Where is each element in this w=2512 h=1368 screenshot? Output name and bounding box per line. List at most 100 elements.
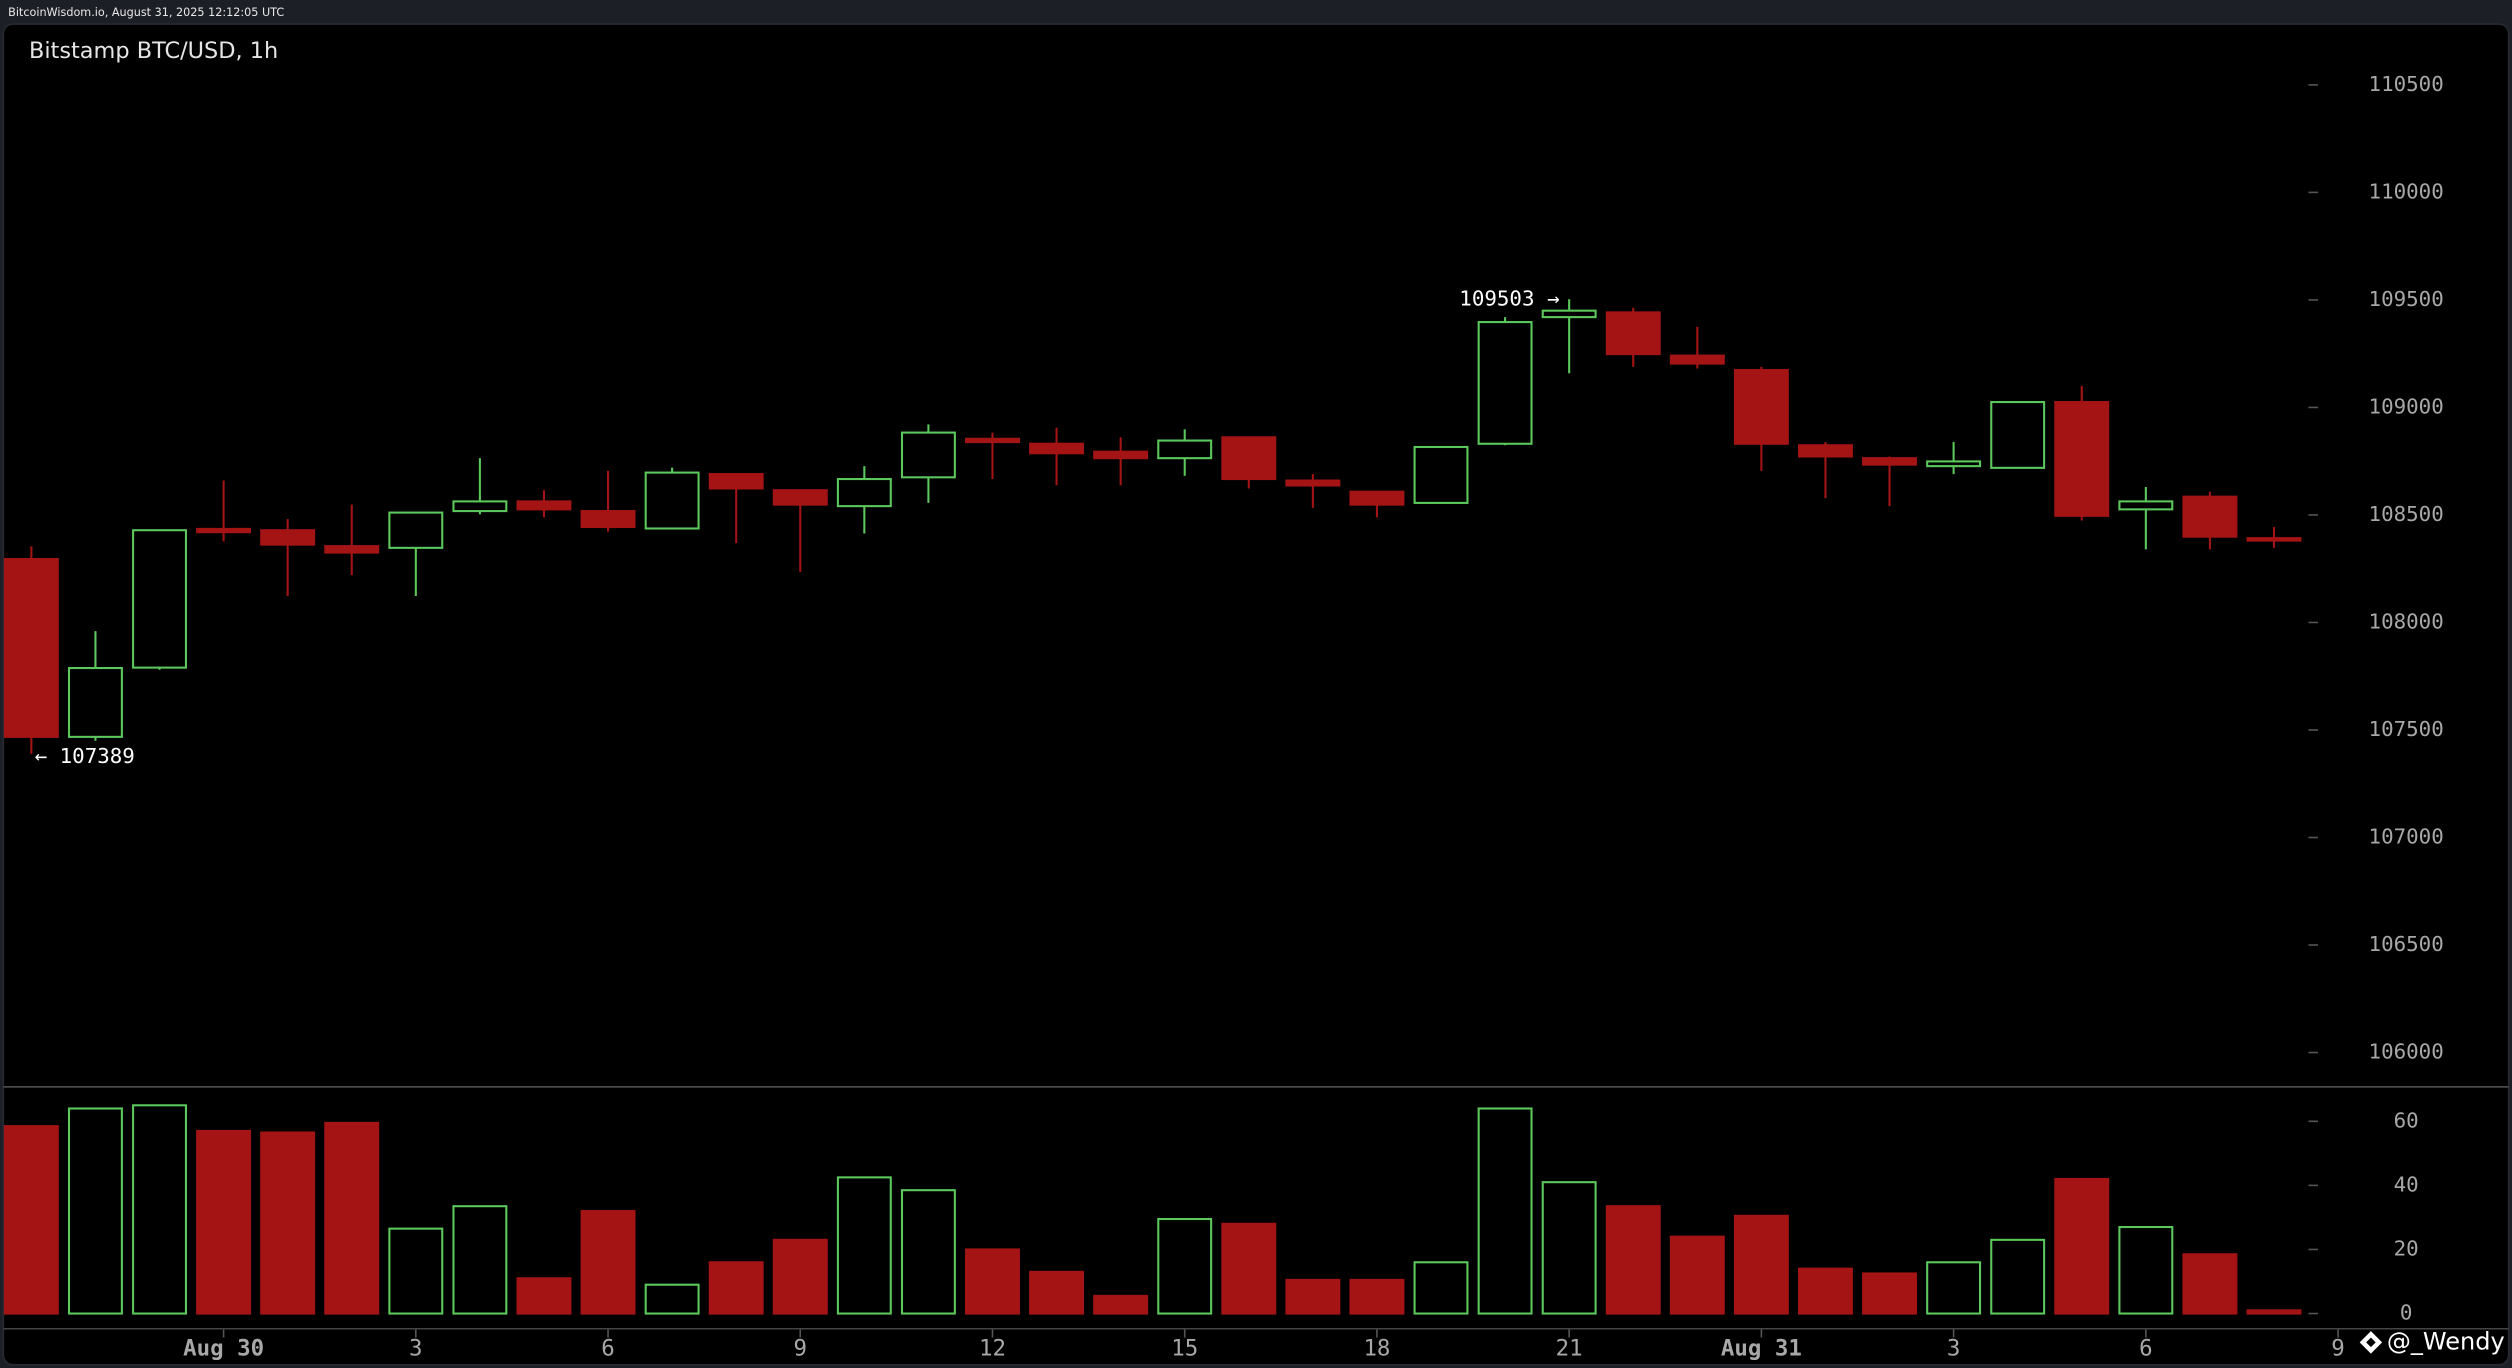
- candle-body: [1541, 309, 1597, 319]
- y-tick-label: 109500: [2369, 287, 2444, 311]
- candle-body: [2246, 537, 2302, 542]
- annotation: 109503 →: [1459, 286, 1559, 310]
- candle-body: [388, 511, 444, 549]
- y-tick-label: 106500: [2369, 932, 2444, 956]
- candle-body: [516, 500, 572, 511]
- watermark-icon: [2359, 1331, 2383, 1354]
- volume-bar: [1926, 1261, 1982, 1315]
- candle-body: [1221, 436, 1277, 481]
- volume-bar: [1541, 1181, 1597, 1315]
- candle-body: [1605, 311, 1661, 356]
- candle-body: [1926, 460, 1982, 468]
- x-tick-label: 3: [1947, 1335, 1961, 1361]
- volume-bar: [2118, 1225, 2174, 1315]
- candle-body: [965, 437, 1020, 444]
- candle-body: [1669, 354, 1725, 365]
- candle-body: [644, 471, 700, 530]
- y-tick-label: 107500: [2369, 717, 2444, 741]
- volume-bar: [196, 1129, 252, 1315]
- candle-body: [772, 489, 828, 506]
- candle-body: [1413, 445, 1469, 504]
- volume-bar: [1797, 1267, 1853, 1315]
- candle-body: [1477, 321, 1533, 445]
- candle-body: [1029, 442, 1085, 455]
- x-tick-label: 15: [1171, 1335, 1198, 1361]
- candle-body: [708, 473, 764, 490]
- volume-bar: [580, 1209, 636, 1315]
- candle-body: [3, 557, 59, 738]
- y-tick-label: 108500: [2369, 502, 2444, 526]
- candle-body: [1990, 401, 2046, 469]
- volume-bar: [388, 1227, 444, 1315]
- y2-tick-label: 60: [2394, 1108, 2419, 1132]
- candle-body: [836, 477, 892, 508]
- candle-body: [2118, 500, 2174, 511]
- volume-bar: [1990, 1238, 2046, 1315]
- volume-bar: [67, 1107, 123, 1315]
- candle-body: [324, 545, 380, 554]
- volume-bar: [1669, 1235, 1725, 1315]
- chart-title: Bitstamp BTC/USD, 1h: [29, 38, 278, 64]
- x-tick-label: 9: [794, 1335, 808, 1361]
- volume-bar: [2182, 1253, 2238, 1315]
- y-tick-label: 110500: [2369, 72, 2444, 96]
- y-tick-label: 108000: [2369, 609, 2444, 633]
- volume-bar: [1285, 1278, 1341, 1315]
- x-tick-label: 9: [2331, 1335, 2345, 1361]
- candle-body: [1157, 439, 1213, 460]
- panel: [2, 23, 2510, 1366]
- candle-body: [1797, 444, 1853, 458]
- candle-body: [580, 510, 636, 529]
- candle-body: [1862, 457, 1918, 466]
- y2-tick-label: 20: [2394, 1236, 2419, 1260]
- candle-body: [1733, 368, 1789, 445]
- candle-body: [260, 529, 316, 546]
- volume-bar: [1349, 1278, 1405, 1315]
- volume-bar: [965, 1248, 1020, 1315]
- candle-body: [2182, 495, 2238, 538]
- volume-bar: [644, 1283, 700, 1315]
- volume-bar: [260, 1131, 316, 1315]
- volume-bar: [1029, 1270, 1085, 1315]
- candle-body: [452, 500, 508, 513]
- volume-bar: [1157, 1217, 1213, 1315]
- candle-body: [2054, 401, 2110, 517]
- volume-bar: [132, 1104, 187, 1315]
- volume-bar: [1093, 1294, 1149, 1315]
- candle-body: [900, 431, 956, 479]
- x-tick-label: 21: [1556, 1335, 1583, 1361]
- volume-bar: [324, 1121, 380, 1315]
- y-tick-label: 110000: [2369, 179, 2444, 203]
- watermark: @_Wendy: [2387, 1327, 2505, 1355]
- x-tick-label: Aug 31: [1721, 1335, 1802, 1361]
- candle-body: [1093, 450, 1149, 460]
- volume-bar: [516, 1277, 572, 1315]
- volume-bar: [3, 1125, 59, 1315]
- x-tick-label: 6: [601, 1335, 615, 1361]
- volume-bar: [1733, 1214, 1789, 1315]
- candle-body: [67, 667, 123, 738]
- y2-tick-label: 0: [2400, 1301, 2413, 1325]
- volume-bar: [452, 1205, 508, 1315]
- volume-bar: [2246, 1309, 2302, 1315]
- volume-bar: [2054, 1177, 2110, 1315]
- volume-bar: [900, 1189, 956, 1315]
- volume-bar: [836, 1176, 892, 1315]
- x-tick-label: Aug 30: [183, 1335, 264, 1361]
- icon: [2359, 1331, 2383, 1354]
- volume-bar: [708, 1261, 764, 1315]
- y-tick-label: 106000: [2369, 1040, 2444, 1064]
- volume-bar: [1862, 1272, 1918, 1315]
- x-tick-label: 6: [2139, 1335, 2153, 1361]
- x-tick-label: 3: [409, 1335, 423, 1361]
- volume-bar: [1605, 1205, 1661, 1315]
- candle-body: [196, 527, 252, 534]
- candle-body: [132, 529, 187, 669]
- volume-bar: [772, 1238, 828, 1315]
- volume-bar: [1413, 1261, 1469, 1315]
- volume-bar: [1221, 1222, 1277, 1315]
- candle-body: [1285, 479, 1341, 487]
- annotation: ← 107389: [35, 744, 135, 768]
